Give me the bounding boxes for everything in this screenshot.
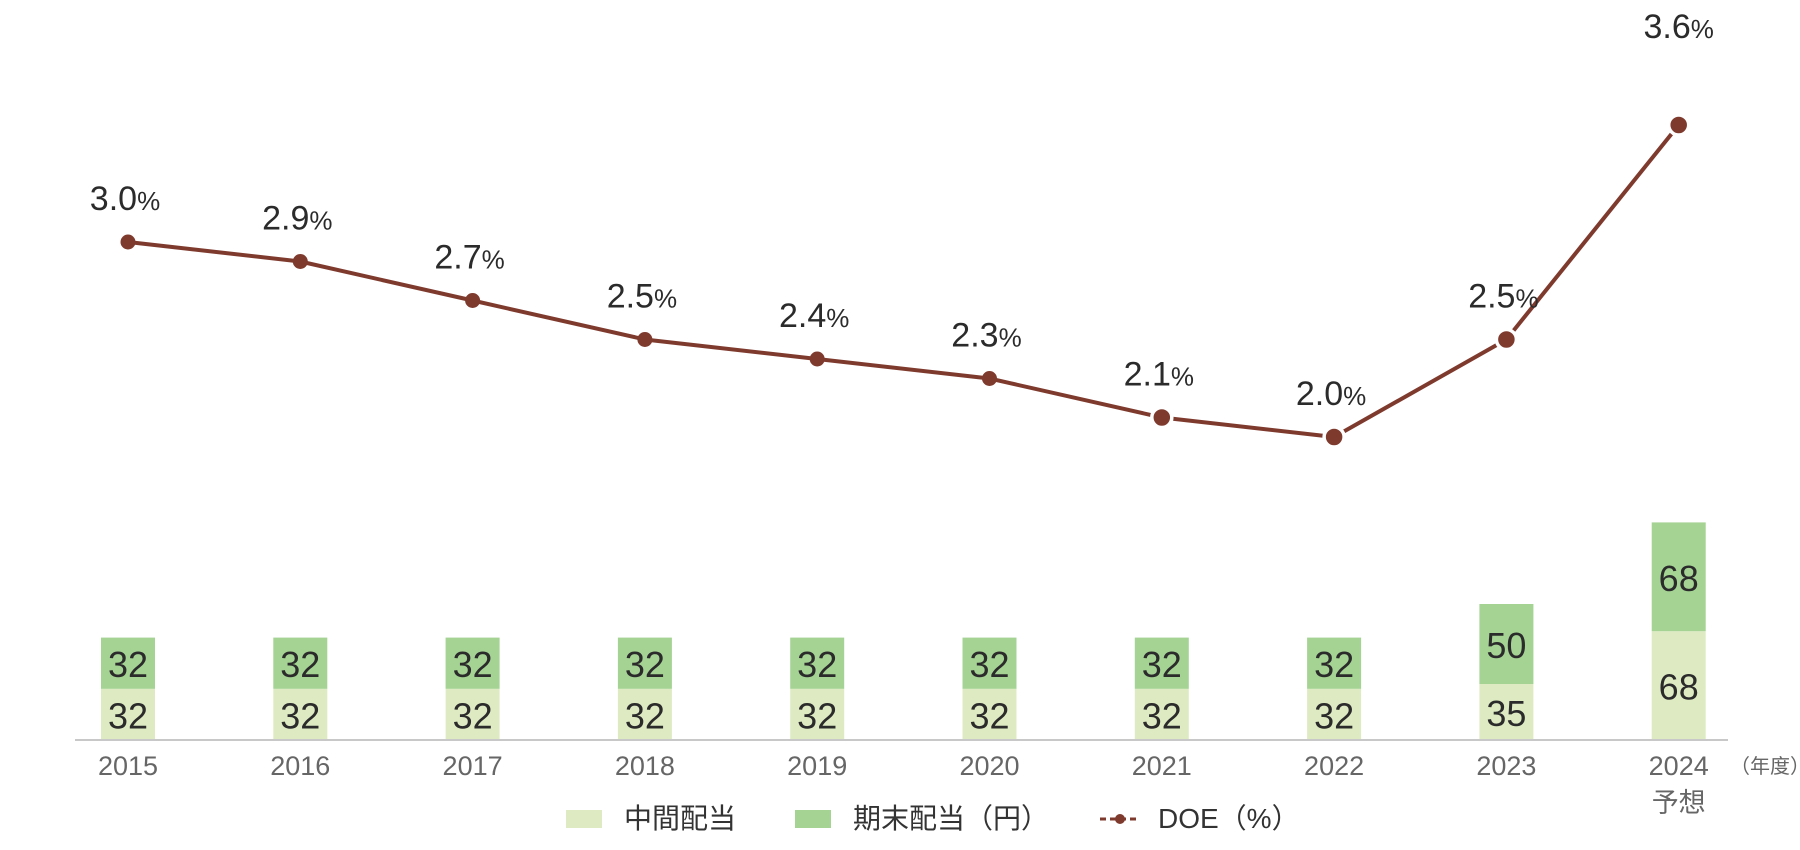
- bar-value-label: 32: [797, 695, 837, 736]
- doe-value-label: 2.3%: [951, 317, 1021, 355]
- bar-value-label: 32: [797, 644, 837, 685]
- x-axis-labels: 2015 2016 2017 2018 2019 2020 2021 2022 2023 2024…: [98, 751, 1709, 818]
- bar-value-label: 32: [625, 644, 665, 685]
- doe-point: [637, 332, 653, 347]
- doe-value-label: 3.0%: [90, 180, 160, 218]
- doe-point: [809, 351, 825, 367]
- doe-value-labels: 3.0% 2.9% 2.7% 2.5% 2.4% 2.3% 2.1% 2.0% 2.5% 3.6%: [90, 8, 1714, 413]
- bar-segment: [1651, 522, 1706, 632]
- bar-value-label: 32: [1142, 644, 1182, 685]
- x-tick-label: 2019: [787, 751, 847, 781]
- doe-value-label: 2.9%: [262, 200, 332, 238]
- bar-value-label: 68: [1659, 558, 1699, 599]
- doe-point: [292, 254, 308, 269]
- doe-value-label: 2.0%: [1296, 375, 1366, 413]
- bar-segment: [101, 637, 155, 689]
- bar-value-label: 32: [625, 695, 665, 736]
- bar-segment: [1134, 688, 1189, 740]
- doe-value-label: 2.1%: [1124, 356, 1194, 394]
- doe-point: [120, 234, 136, 250]
- doe-value-label: 2.5%: [1468, 278, 1538, 316]
- legend-item: 期末配当（円）: [795, 803, 1049, 834]
- legend-item: 中間配当: [566, 803, 736, 834]
- bar-segment: [1479, 604, 1534, 684]
- bar-segment: [617, 688, 672, 740]
- bar-value-label: 32: [280, 695, 320, 736]
- doe-line-layer: [120, 113, 1691, 449]
- bar-segment: [1307, 637, 1362, 689]
- legend-item: DOE（%）: [1100, 803, 1300, 834]
- legend-swatch: [795, 810, 831, 828]
- doe-point: [1666, 113, 1691, 137]
- bar-segment: [962, 688, 1017, 740]
- legend-label: 中間配当: [624, 803, 736, 834]
- bar-segment: [273, 637, 328, 689]
- bar-value-label: 32: [108, 644, 148, 685]
- bar-value-label: 32: [453, 644, 493, 685]
- legend: 中間配当 期末配当（円） DOE（%）: [566, 803, 1300, 834]
- bar-segment: [1307, 688, 1362, 740]
- bar-segment: [790, 637, 845, 689]
- bar-value-label: 32: [1142, 695, 1182, 736]
- bar-segment: [962, 637, 1017, 689]
- bar-segment: [445, 637, 500, 689]
- x-axis-unit-label: （年度）: [1730, 755, 1800, 778]
- bar-value-label: 68: [1659, 667, 1699, 708]
- x-tick-label: 2015: [98, 751, 158, 781]
- doe-point: [1494, 327, 1519, 352]
- bar-value-label: 32: [280, 644, 320, 685]
- legend-label: 期末配当（円）: [853, 803, 1049, 834]
- doe-value-label: 3.6%: [1644, 8, 1714, 46]
- legend-label: DOE（%）: [1158, 803, 1300, 834]
- doe-line: [127, 123, 1681, 439]
- bar-value-label: 50: [1486, 625, 1526, 666]
- bar-value-label: 32: [969, 644, 1009, 685]
- bar-segment: [273, 688, 328, 740]
- x-tick-label: 2018: [615, 751, 675, 781]
- x-tick-label: 2016: [270, 751, 330, 781]
- bar-value-label: 32: [108, 695, 148, 736]
- doe-point: [1150, 405, 1174, 430]
- bar-value-label: 32: [1314, 695, 1354, 736]
- bar-segment: [445, 688, 500, 740]
- bar-segment: [790, 688, 845, 740]
- bar-value-label: 35: [1486, 693, 1526, 734]
- bar-segment: [101, 688, 155, 740]
- doe-value-label: 2.5%: [607, 278, 677, 316]
- bar-segment: [1651, 631, 1706, 740]
- doe-point: [465, 293, 481, 308]
- x-tick-label: 2022: [1304, 751, 1364, 781]
- bar-segment: [1134, 637, 1189, 689]
- doe-point: [982, 371, 997, 386]
- x-tick-label: 2024: [1649, 751, 1709, 781]
- bar-value-label: 32: [1314, 644, 1354, 685]
- doe-value-label: 2.7%: [434, 239, 504, 277]
- bar-value-label: 32: [453, 695, 493, 736]
- legend-swatch: [566, 810, 602, 828]
- bar-value-labels: 32 32 32 32 32 32 32 32 32 32 32 32 32 32 32 32 35 50 68 68: [108, 558, 1699, 737]
- bar-segment: [1479, 684, 1534, 740]
- doe-value-label: 2.4%: [779, 297, 849, 335]
- bar-segment: [617, 637, 672, 689]
- x-tick-label: 2023: [1476, 751, 1536, 781]
- x-tick-label: 2017: [443, 751, 503, 781]
- x-tick-label: 2021: [1132, 751, 1192, 781]
- doe-point: [1322, 425, 1346, 449]
- bars-layer: [101, 522, 1706, 740]
- x-tick-sublabel: 予想: [1652, 788, 1706, 818]
- x-tick-label: 2020: [959, 751, 1019, 781]
- legend-marker: [1115, 814, 1125, 824]
- bar-value-label: 32: [969, 695, 1009, 736]
